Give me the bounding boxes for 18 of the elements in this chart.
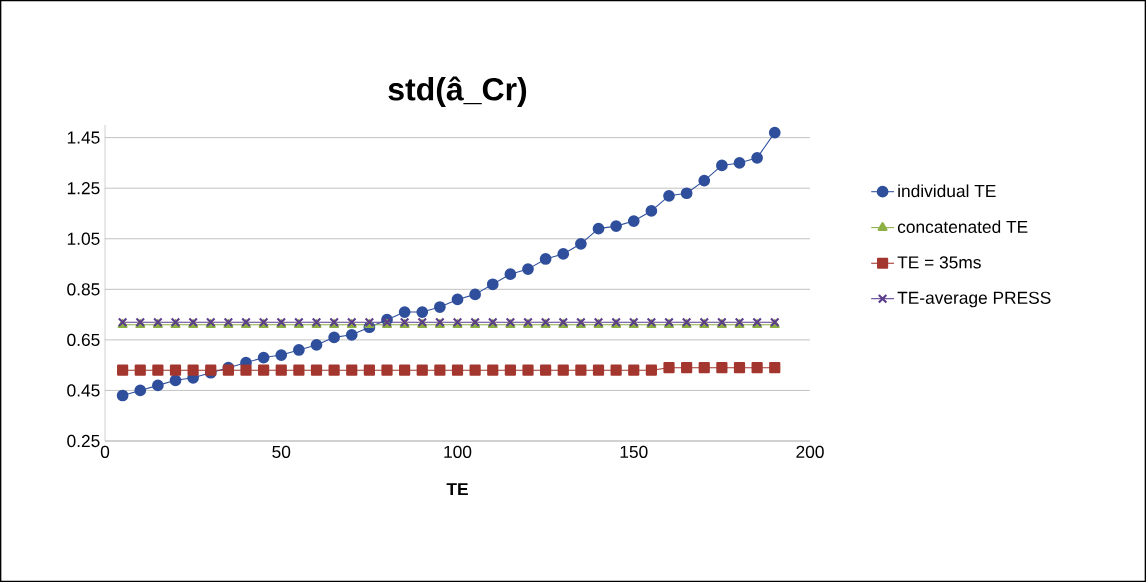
legend-label: TE = 35ms [897, 256, 981, 269]
x-tick-label: 100 [444, 445, 472, 458]
x-tick-label: 0 [100, 445, 110, 458]
x-tick-label: 150 [620, 445, 648, 458]
y-tick-label: 0.25 [67, 434, 100, 448]
y-tick-label: 0.65 [67, 333, 100, 347]
x-tick-label: 200 [796, 445, 824, 458]
y-tick-label: 0.45 [67, 384, 100, 397]
y-tick-label: 0.85 [67, 283, 100, 296]
y-tick-label: 1.05 [67, 232, 100, 245]
legend-label: individual TE [898, 184, 996, 198]
legend-label: TE-average PRESS [897, 291, 1051, 308]
x-axis-title: TE [446, 483, 468, 496]
legend-label: concatenated TE [897, 220, 1028, 234]
y-tick-label: 1.25 [67, 182, 100, 195]
x-tick-label: 50 [272, 445, 291, 458]
y-tick-label: 1.45 [67, 131, 100, 144]
chart-title: std(â_Cr) [388, 76, 527, 107]
